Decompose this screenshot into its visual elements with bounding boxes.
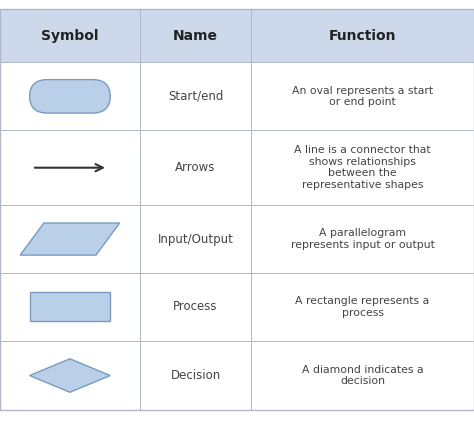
FancyBboxPatch shape: [140, 9, 251, 62]
Text: Start/end: Start/end: [168, 90, 223, 103]
Text: A parallelogram
represents input or output: A parallelogram represents input or outp…: [291, 228, 435, 250]
FancyBboxPatch shape: [251, 130, 474, 205]
FancyBboxPatch shape: [251, 273, 474, 341]
Text: Decision: Decision: [170, 369, 221, 382]
Text: Symbol: Symbol: [41, 29, 99, 43]
FancyBboxPatch shape: [140, 205, 251, 273]
Polygon shape: [29, 359, 110, 392]
FancyBboxPatch shape: [251, 341, 474, 410]
FancyBboxPatch shape: [29, 79, 110, 113]
Text: Function: Function: [329, 29, 396, 43]
Text: Process: Process: [173, 300, 218, 314]
FancyBboxPatch shape: [0, 62, 140, 130]
FancyBboxPatch shape: [251, 9, 474, 62]
Text: Arrows: Arrows: [175, 161, 216, 174]
Polygon shape: [20, 223, 119, 255]
Text: An oval represents a start
or end point: An oval represents a start or end point: [292, 86, 433, 107]
FancyBboxPatch shape: [0, 341, 140, 410]
FancyBboxPatch shape: [140, 130, 251, 205]
FancyBboxPatch shape: [251, 62, 474, 130]
Text: Name: Name: [173, 29, 218, 43]
Text: Input/Output: Input/Output: [157, 232, 234, 246]
FancyBboxPatch shape: [0, 205, 140, 273]
FancyBboxPatch shape: [0, 273, 140, 341]
FancyBboxPatch shape: [140, 62, 251, 130]
Text: A diamond indicates a
decision: A diamond indicates a decision: [302, 365, 423, 386]
Text: A line is a connector that
shows relationships
between the
representative shapes: A line is a connector that shows relatio…: [294, 145, 431, 190]
FancyBboxPatch shape: [0, 130, 140, 205]
FancyBboxPatch shape: [0, 9, 140, 62]
FancyBboxPatch shape: [29, 293, 110, 322]
FancyBboxPatch shape: [251, 205, 474, 273]
FancyBboxPatch shape: [140, 341, 251, 410]
Text: A rectangle represents a
process: A rectangle represents a process: [295, 296, 430, 318]
FancyBboxPatch shape: [140, 273, 251, 341]
